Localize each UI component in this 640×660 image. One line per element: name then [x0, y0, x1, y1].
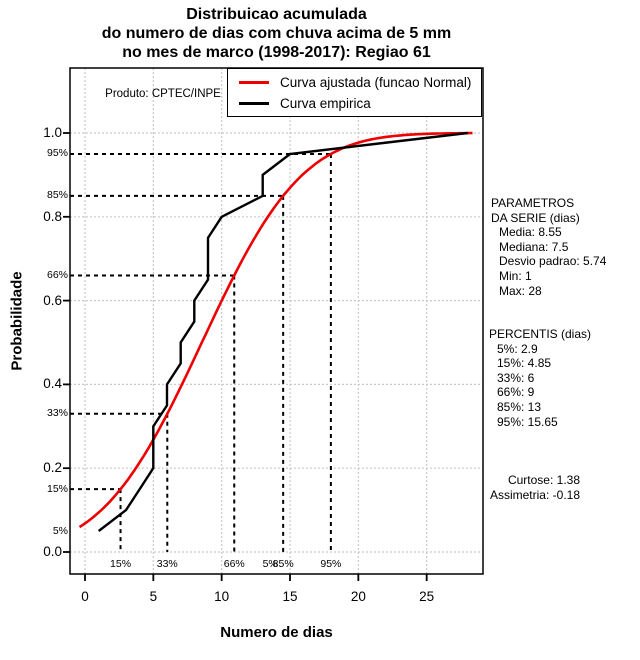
legend-empirical-line-sample [239, 101, 269, 105]
percentiles-header: PERCENTIS (dias) [489, 327, 592, 341]
chart-title-line-3: no mes de marco (1998-2017): Regiao 61 [122, 44, 431, 61]
percentile-85: 85%: 13 [497, 399, 542, 414]
legend-item-fitted: Curva ajustada (funcao Normal) [228, 74, 481, 91]
series-param-max: Max: 28 [499, 283, 542, 298]
percentile-95: 95%: 15.65 [497, 414, 558, 429]
produto-label: Produto: CPTEC/INPE [105, 88, 221, 100]
fitted-normal-curve [78, 131, 473, 529]
legend-empirical-label: Curva empirica [280, 95, 371, 111]
skewness-value: Assimetria: -0.18 [489, 488, 580, 502]
empirical-curve [97, 131, 468, 532]
chart-title: Distribuicao acumulada do numero de dias… [70, 5, 483, 62]
plot-frame [69, 67, 484, 575]
series-param-desvio: Desvio padrao: 5.74 [499, 254, 607, 269]
percentile-66: 66%: 9 [497, 385, 535, 400]
percentile-33: 33%: 6 [497, 370, 535, 385]
series-param-mediana: Mediana: 7.5 [499, 239, 569, 254]
percentile-5: 5%: 2.9 [497, 341, 538, 356]
legend-fitted-line-sample [239, 80, 269, 84]
series-param-media: Media: 8.55 [499, 225, 562, 240]
percentile-15: 15%: 4.85 [497, 356, 552, 371]
x-axis-title: Numero de dias [220, 624, 333, 641]
series-param-min: Min: 1 [499, 268, 532, 283]
series-parameters-header-1: PARAMETROS [491, 196, 575, 210]
y-axis-title: Probabilidade [8, 271, 26, 371]
legend-item-empirical: Curva empirica [228, 95, 481, 112]
legend-fitted-label: Curva ajustada (funcao Normal) [280, 74, 472, 90]
chart-title-line-2: do numero de dias com chuva acima de 5 m… [101, 25, 452, 42]
series-parameters-header-2: DA SERIE (dias) [491, 210, 580, 225]
kurtosis-value: Curtose: 1.38 [507, 473, 580, 487]
legend: Curva ajustada (funcao Normal) Curva emp… [227, 68, 482, 117]
chart-title-line-1: Distribuicao acumulada [186, 6, 367, 23]
percentiles-panel: PERCENTIS (dias) 5%: 2.9 15%: 4.85 33%: … [489, 327, 591, 429]
series-parameters-panel: PARAMETROS DA SERIE (dias) Media: 8.55 M… [491, 196, 606, 298]
